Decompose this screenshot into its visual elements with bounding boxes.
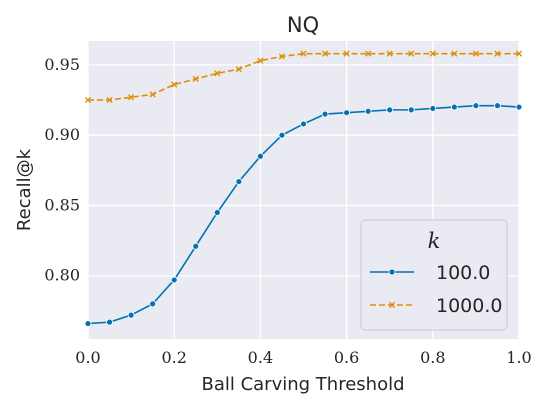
data-point-stroke (408, 50, 415, 57)
data-point-stroke (171, 81, 178, 88)
x-tick-label: 0.2 (161, 348, 186, 367)
data-point (170, 276, 178, 284)
data-point (388, 268, 396, 276)
data-point-stroke (278, 53, 286, 60)
data-point-stroke (106, 96, 113, 104)
data-point (365, 50, 372, 57)
x-axis-label: Ball Carving Threshold (201, 374, 404, 395)
y-tick-label: 0.85 (44, 195, 80, 214)
legend: k 100.0 1000.0 (360, 219, 508, 331)
legend-box (360, 219, 508, 331)
data-point (149, 91, 156, 98)
data-point (278, 53, 286, 60)
data-point-stroke (128, 94, 135, 101)
data-point (235, 66, 242, 73)
data-point (388, 301, 396, 309)
data-point (364, 107, 372, 115)
y-tick-label: 0.90 (44, 125, 80, 144)
data-point-stroke (257, 57, 264, 64)
data-point (106, 318, 113, 326)
data-point (429, 50, 436, 57)
data-point-stroke (321, 50, 329, 57)
data-point-stroke (149, 91, 156, 98)
data-point (278, 131, 286, 139)
data-point (257, 57, 264, 64)
data-point (494, 50, 501, 57)
data-point (343, 109, 351, 117)
data-point (106, 96, 113, 104)
data-point (386, 50, 393, 57)
data-point (149, 300, 157, 308)
tick-labels: 0.0 0.2 0.4 0.6 0.8 1.0 0.80 0.85 0.90 0.95 (44, 55, 531, 367)
data-point-stroke (388, 301, 396, 309)
data-point (515, 103, 523, 111)
data-point (450, 103, 458, 111)
data-point-stroke (429, 50, 436, 57)
data-point-stroke (235, 66, 242, 73)
data-point-stroke (386, 50, 393, 57)
x-tick-label: 0.4 (248, 348, 273, 367)
data-point (407, 106, 415, 114)
data-point (192, 242, 200, 250)
chart-title: NQ (287, 13, 319, 37)
data-point-stroke (300, 50, 307, 57)
data-point (386, 106, 394, 114)
data-point (343, 50, 350, 57)
data-point (429, 105, 437, 112)
data-point (408, 50, 415, 57)
legend-items: 100.0 1000.0 (370, 262, 502, 317)
legend-title: k (428, 229, 441, 253)
series-1000.0 (84, 50, 523, 104)
series-layer (84, 50, 523, 327)
data-point-stroke (515, 50, 523, 57)
x-tick-label: 0.0 (75, 348, 100, 367)
data-point (300, 50, 307, 57)
legend-item-1000.0: 1000.0 (370, 295, 502, 317)
data-point-stroke (214, 70, 221, 77)
data-point-stroke (365, 50, 372, 57)
data-point (494, 102, 501, 110)
data-point-stroke (192, 75, 199, 83)
x-tick-label: 0.6 (334, 348, 359, 367)
data-point (128, 94, 135, 101)
data-point (451, 50, 458, 57)
data-point (256, 152, 264, 160)
data-point (84, 96, 92, 104)
data-point-stroke (451, 50, 458, 57)
y-axis-label: Recall@k (14, 148, 35, 231)
data-point-stroke (343, 50, 350, 57)
data-point (472, 102, 480, 110)
legend-label: 100.0 (436, 262, 490, 284)
data-point-stroke (472, 50, 479, 57)
y-tick-label: 0.80 (44, 266, 80, 285)
data-point (84, 320, 92, 327)
data-point (235, 178, 243, 185)
data-point (192, 75, 199, 83)
x-tick-label: 0.8 (420, 348, 445, 367)
y-tick-label: 0.95 (44, 55, 80, 74)
data-point (213, 209, 221, 216)
series-100.0 (84, 102, 523, 327)
data-point-stroke (84, 96, 92, 104)
data-point (321, 50, 329, 57)
legend-item-100.0: 100.0 (370, 262, 490, 284)
data-point (515, 50, 523, 57)
data-point (321, 110, 329, 118)
data-point (171, 81, 178, 88)
data-point (127, 311, 135, 319)
x-tick-label: 1.0 (506, 348, 531, 367)
data-point (300, 120, 307, 128)
data-point (214, 70, 221, 77)
data-point-stroke (494, 50, 501, 57)
series-line (88, 52, 519, 101)
data-point (472, 50, 479, 57)
legend-label: 1000.0 (436, 295, 502, 317)
